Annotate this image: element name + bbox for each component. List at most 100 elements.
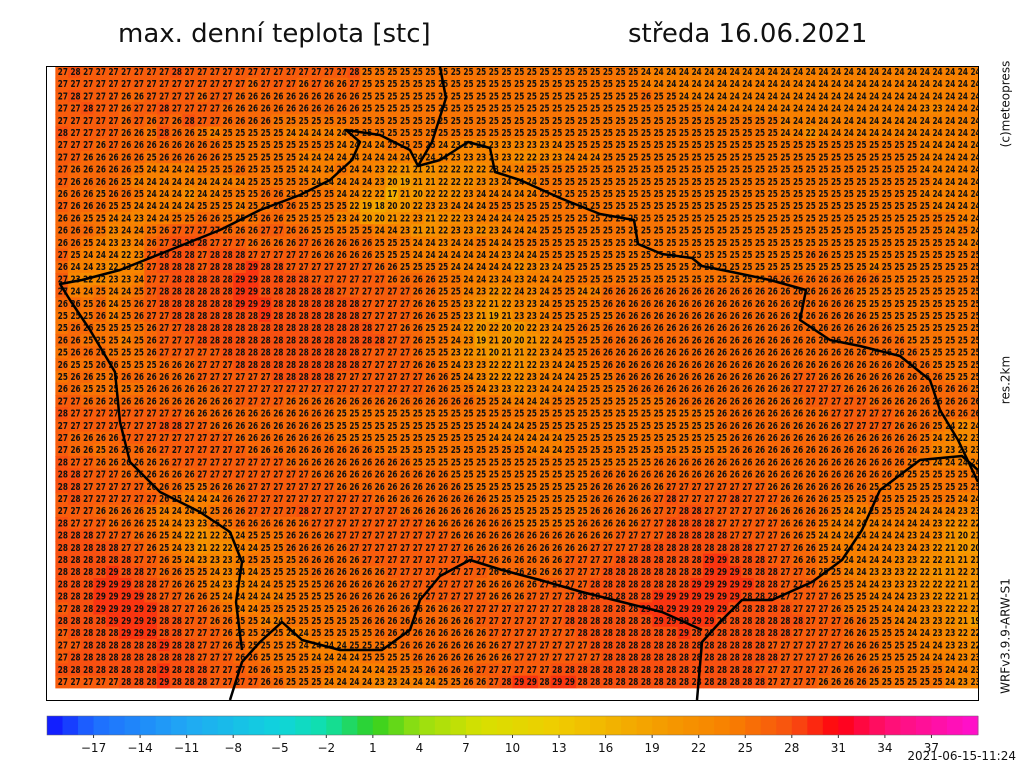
temperature-cell [842,151,857,164]
temperature-cell [271,90,285,103]
temperature-cell [207,285,222,298]
temperature-cell [436,126,450,140]
temperature-cell [855,187,869,201]
temperature-cell [588,212,603,225]
temperature-cell [715,236,730,250]
temperature-cell [131,126,145,140]
temperature-cell [106,67,120,79]
temperature-cell [245,114,260,128]
temperature-cell [322,273,336,286]
temperature-cell [677,199,691,213]
temperature-cell [80,175,95,189]
temperature-cell [626,77,641,91]
temperature-cell [296,102,310,115]
colorbar-step [481,716,498,735]
temperature-cell [131,67,145,79]
temperature-cell [918,67,933,79]
temperature-cell [563,163,577,176]
temperature-cell [80,114,95,128]
temperature-cell [169,90,183,103]
temperature-cell [322,102,336,115]
temperature-cell [80,199,95,213]
temperature-cell [207,102,222,115]
temperature-cell [944,187,958,201]
temperature-cell [664,212,679,225]
temperature-cell [156,175,171,189]
temperature-cell [944,236,958,250]
temperature-cell [893,236,907,250]
temperature-cell [804,224,818,237]
temperature-cell [195,77,209,91]
colorbar-tick-label: −8 [224,741,242,755]
temperature-cell [791,151,806,164]
temperature-cell [931,212,945,225]
temperature-cell [512,90,526,103]
temperature-cell [576,138,590,152]
temperature-cell [334,187,349,201]
temperature-cell [563,273,577,286]
temperature-cell [169,212,183,225]
temperature-cell [283,114,298,128]
temperature-cell [258,273,272,286]
temperature-cell [334,224,349,237]
temperature-cell [703,248,717,262]
temperature-cell [766,151,780,164]
temperature-cell [868,138,882,152]
temperature-cell [68,175,82,189]
temperature-cell [957,151,971,164]
temperature-cell [118,114,133,128]
temperature-cell [182,102,196,115]
temperature-cell [766,212,780,225]
temperature-cell [779,102,793,115]
temperature-cell [677,114,691,128]
temperature-cell [169,285,183,298]
temperature-cell [563,212,577,225]
temperature-cell [334,236,349,250]
temperature-cell [652,175,666,189]
temperature-cell [626,67,641,79]
temperature-cell [334,102,349,115]
temperature-cell [601,175,615,189]
temperature-cell [741,248,755,262]
temperature-cell [677,102,691,115]
temperature-cell [804,260,818,274]
temperature-cell [817,102,831,115]
temperature-cell [322,114,336,128]
temperature-cell [322,77,336,91]
temperature-cell [639,126,653,140]
temperature-cell [588,102,603,115]
colorbar-step [217,716,234,735]
temperature-cell [410,224,425,237]
temperature-cell [906,77,920,91]
temperature-cell [728,114,742,128]
temperature-cell [830,260,844,274]
temperature-cell [131,285,145,298]
temperature-cell [220,90,234,103]
temperature-cell [753,248,768,262]
temperature-cell [461,260,476,274]
temperature-cell [372,212,387,225]
temperature-cell [80,163,95,176]
temperature-cell [334,67,349,79]
temperature-cell [868,114,882,128]
temperature-cell [906,126,920,140]
temperature-cell [499,199,514,213]
temperature-cell [944,260,958,274]
temperature-cell [258,260,272,274]
temperature-row: 25 26 26 25 25 26 26 26 26 26 26 27 27 2… [58,372,981,383]
temperature-cell [512,273,526,286]
temperature-cell [893,126,907,140]
temperature-cell [766,224,780,237]
temperature-cell [474,236,488,250]
temperature-cell [753,77,768,91]
temperature-cell [474,67,488,79]
temperature-cell [144,224,158,237]
temperature-cell [271,138,285,152]
temperature-cell [360,90,374,103]
temperature-row: 27 23 22 22 23 23 24 27 27 28 28 28 28 2… [58,274,981,285]
temperature-cell [271,224,285,237]
temperature-cell [220,138,234,152]
temperature-cell [690,212,704,225]
colorbar-tick-label: 10 [505,741,520,755]
temperature-cell [868,77,882,91]
